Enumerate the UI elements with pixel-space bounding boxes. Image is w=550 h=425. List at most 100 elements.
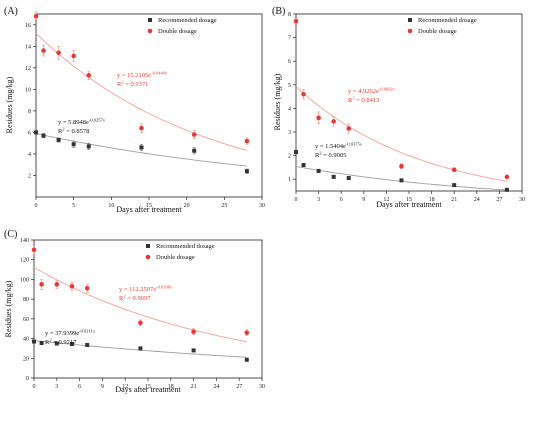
x-axis-label: Days after treatment (376, 200, 442, 209)
fit-r-squared: R2 = 0.8578 (58, 127, 89, 136)
chart-panel: 0 3 6 9 12 15 18 21 24 27 30 0 20 40 60 80 100 120 140(C) D… (4, 229, 265, 394)
legend: Recommended dosage Double dosage (407, 17, 477, 35)
data-point (346, 126, 352, 131)
fit-r-squared: R2 = 0.9097 (119, 294, 151, 303)
fit-r-squared: R2 = 0.9217 (45, 338, 77, 347)
x-tick-label: 5 (72, 203, 75, 209)
fit-equation: y = 15.2105e-0.0449x (117, 71, 168, 80)
plot-frame (295, 13, 523, 192)
data-point (316, 168, 321, 173)
x-tick-label: 18 (429, 197, 435, 203)
data-point (192, 148, 197, 153)
legend-entry: Double dosage (158, 28, 197, 35)
y-tick-label: 10 (25, 87, 31, 93)
y-axis-label: Residues (mg/kg) (273, 73, 282, 130)
data-point (85, 342, 90, 347)
x-axis-label: Days after treatment (116, 205, 182, 214)
fit-equation: y = 5.8948e-0.0257x (58, 118, 106, 127)
data-point (301, 163, 306, 168)
fit-curve (33, 266, 247, 343)
panel-label: (A) (4, 6, 18, 17)
y-tick-label: 6 (288, 59, 291, 65)
y-tick-label: 0 (26, 376, 29, 382)
x-tick-label: 15 (145, 384, 151, 390)
y-tick-label: 120 (20, 258, 29, 264)
data-point (244, 138, 250, 144)
data-point (69, 284, 75, 289)
x-tick-label: 30 (259, 203, 265, 209)
data-point (452, 183, 457, 188)
y-tick-label: 5 (288, 83, 291, 89)
y-axis-label: Residues (mg/kg) (5, 76, 14, 133)
data-point (451, 167, 457, 173)
y-tick-label: 7 (288, 36, 291, 42)
y-tick-label: 2 (28, 173, 31, 179)
legend: Recommended dosage Double dosage (147, 17, 217, 35)
data-point (39, 341, 44, 346)
data-point (331, 119, 336, 124)
data-point (504, 174, 510, 180)
data-point (86, 144, 91, 149)
y-axis-label: Residues (mg/kg) (4, 280, 13, 337)
x-tick-label: 0 (295, 197, 298, 203)
x-tick-label: 6 (340, 197, 343, 203)
fit-curve (295, 166, 507, 191)
y-tick-label: 14 (25, 44, 31, 50)
x-tick-label: 27 (496, 197, 502, 203)
data-point (301, 91, 306, 97)
x-tick-label: 9 (362, 197, 365, 203)
panel-label: (B) (272, 6, 285, 17)
legend-entry: Double dosage (418, 28, 457, 35)
fit-r-squared: R2 = 0.8413 (348, 96, 379, 105)
data-point (70, 341, 74, 346)
y-tick-label: 60 (23, 317, 29, 323)
y-tick-label: 3 (288, 130, 291, 136)
plot-frame (33, 239, 263, 379)
y-tick-label: 140 (20, 238, 29, 244)
panel-label: (C) (4, 229, 17, 240)
data-point (293, 18, 299, 24)
fit-curve (35, 133, 247, 167)
legend-entry: Recommended dosage (156, 243, 215, 250)
x-tick-label: 21 (191, 384, 197, 390)
data-point (399, 163, 404, 169)
x-tick-label: 27 (236, 384, 242, 390)
fit-equation: y = 112.2507e-0.0398x (119, 285, 173, 294)
data-point (71, 142, 76, 147)
data-point (399, 178, 404, 183)
y-tick-label: 40 (23, 337, 29, 343)
x-tick-label: 18 (168, 384, 174, 390)
data-point (31, 247, 37, 253)
data-point (54, 341, 59, 346)
data-point (346, 176, 351, 181)
fit-curve (295, 86, 508, 182)
y-tick-label: 4 (288, 106, 291, 112)
y-tick-label: 1 (288, 177, 291, 183)
legend-marker (145, 254, 151, 260)
plot-frame (35, 13, 263, 198)
x-tick-label: 0 (33, 384, 36, 390)
x-tick-label: 3 (55, 384, 58, 390)
x-tick-label: 9 (101, 384, 104, 390)
data-point (39, 282, 44, 287)
x-tick-label: 10 (108, 203, 114, 209)
fit-equation: y = 4.9262e-0.0602x (348, 87, 396, 96)
data-point (33, 13, 39, 19)
fit-equation: y = 37.9399e-0.0211x (45, 329, 96, 338)
data-point (244, 330, 250, 335)
data-point (32, 339, 36, 344)
data-point (86, 73, 92, 78)
y-tick-label: 20 (23, 356, 29, 362)
fit-curve (35, 32, 248, 151)
data-point (244, 357, 249, 362)
x-tick-label: 6 (78, 384, 81, 390)
data-point (244, 169, 249, 174)
x-tick-label: 24 (213, 384, 219, 390)
data-point (191, 348, 196, 353)
x-axis-label: Days after treatment (115, 385, 181, 394)
legend-marker (408, 18, 412, 22)
data-point (138, 320, 143, 326)
x-tick-label: 30 (259, 384, 265, 390)
